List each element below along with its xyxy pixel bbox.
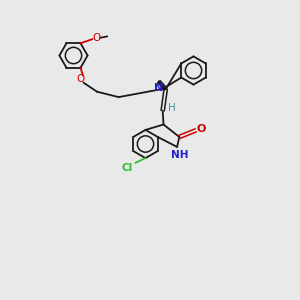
Text: Cl: Cl [122,163,133,173]
Text: NH: NH [171,150,188,160]
Text: H: H [168,103,176,113]
Text: O: O [196,124,206,134]
Text: N: N [154,83,163,93]
Text: O: O [76,74,85,84]
Text: O: O [92,33,100,43]
